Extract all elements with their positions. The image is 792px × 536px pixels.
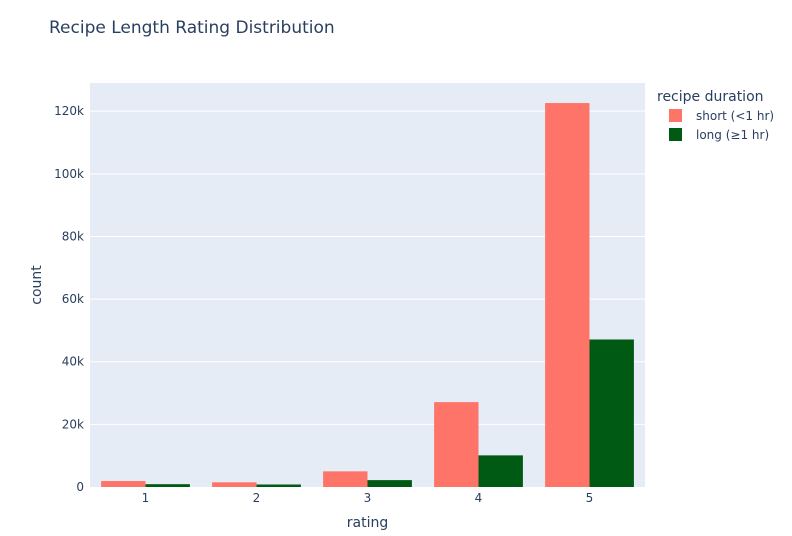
legend-label-short[interactable]: short (<1 hr) bbox=[696, 109, 774, 123]
bar-long-rating-2[interactable] bbox=[256, 484, 301, 487]
x-tick-label: 3 bbox=[364, 491, 372, 505]
x-tick-label: 4 bbox=[475, 491, 483, 505]
y-tick-label: 0 bbox=[76, 480, 84, 494]
legend-title: recipe duration bbox=[657, 89, 764, 105]
legend-swatch-long[interactable] bbox=[669, 128, 682, 141]
y-tick-label: 120k bbox=[54, 104, 84, 118]
bars bbox=[101, 103, 634, 488]
y-tick-label: 80k bbox=[62, 229, 84, 243]
y-tick-labels: 0 20k 40k 60k 80k 100k 120k bbox=[54, 104, 84, 494]
bar-long-rating-1[interactable] bbox=[145, 484, 190, 487]
bar-short-rating-3[interactable] bbox=[323, 471, 368, 487]
legend-swatch-short[interactable] bbox=[669, 109, 682, 122]
bar-long-rating-4[interactable] bbox=[478, 455, 523, 487]
legend: recipe duration short (<1 hr) long (≥1 h… bbox=[657, 89, 774, 142]
y-tick-label: 100k bbox=[54, 167, 84, 181]
x-tick-labels: 1 2 3 4 5 bbox=[142, 491, 594, 505]
legend-label-long[interactable]: long (≥1 hr) bbox=[696, 128, 769, 142]
bar-short-rating-4[interactable] bbox=[434, 402, 479, 487]
y-tick-label: 40k bbox=[62, 355, 84, 369]
x-axis-title: rating bbox=[347, 515, 388, 531]
bar-short-rating-2[interactable] bbox=[212, 482, 257, 487]
y-tick-label: 60k bbox=[62, 292, 84, 306]
y-tick-label: 20k bbox=[62, 417, 84, 431]
bar-long-rating-5[interactable] bbox=[589, 339, 634, 487]
chart-title: Recipe Length Rating Distribution bbox=[49, 18, 335, 38]
x-tick-label: 2 bbox=[253, 491, 261, 505]
bar-long-rating-3[interactable] bbox=[367, 480, 412, 487]
bar-short-rating-5[interactable] bbox=[545, 103, 590, 488]
x-tick-label: 5 bbox=[586, 491, 594, 505]
bar-short-rating-1[interactable] bbox=[101, 481, 146, 487]
y-axis-title: count bbox=[29, 265, 45, 305]
x-tick-label: 1 bbox=[142, 491, 150, 505]
